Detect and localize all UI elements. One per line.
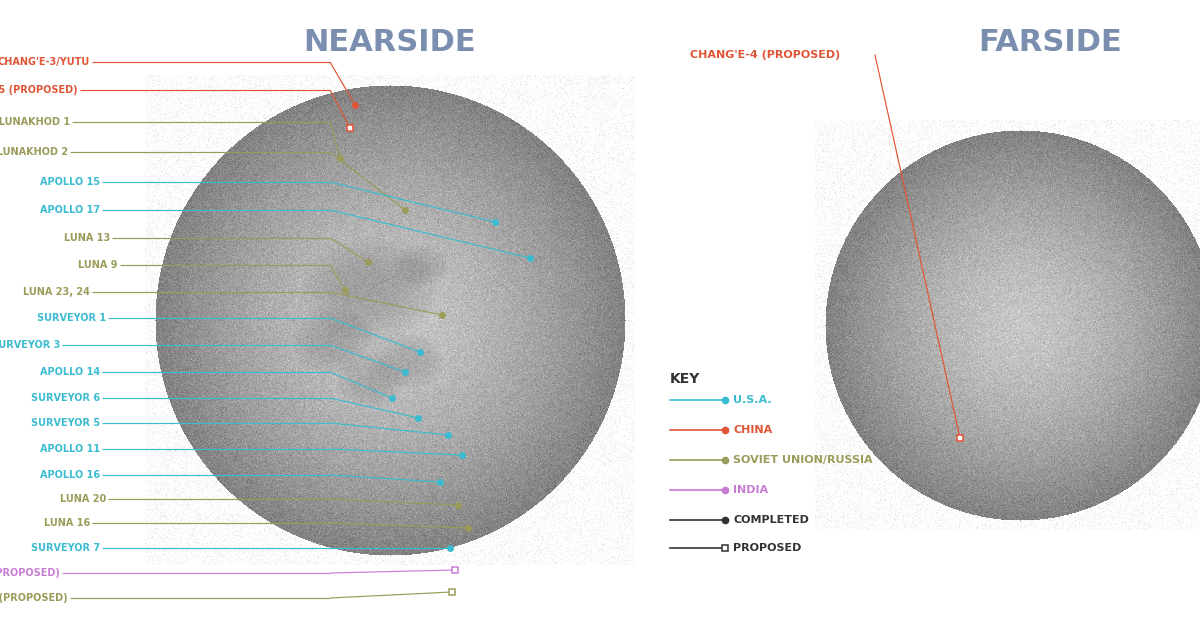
Text: INDIA: INDIA	[733, 485, 768, 495]
Text: APOLLO 14: APOLLO 14	[40, 367, 100, 377]
Text: CHANG'E-3/YUTU: CHANG'E-3/YUTU	[0, 57, 90, 67]
Text: NEARSIDE: NEARSIDE	[304, 28, 476, 57]
Text: APOLLO 12, SURVEYOR 3: APOLLO 12, SURVEYOR 3	[0, 340, 60, 350]
Text: COMPLETED: COMPLETED	[733, 515, 809, 525]
Text: LUNA 16: LUNA 16	[43, 518, 90, 528]
Text: CHANDRAYAAN 2 (PROPOSED): CHANDRAYAAN 2 (PROPOSED)	[0, 568, 60, 578]
Text: APOLLO 17: APOLLO 17	[40, 205, 100, 215]
Text: CHANG'E-5 (PROPOSED): CHANG'E-5 (PROPOSED)	[0, 85, 78, 95]
Text: KEY: KEY	[670, 372, 701, 386]
Text: CHANG'E-4 (PROPOSED): CHANG'E-4 (PROPOSED)	[690, 50, 840, 60]
Text: SURVEYOR 6: SURVEYOR 6	[31, 393, 100, 403]
Text: APOLLO 16: APOLLO 16	[40, 470, 100, 480]
Text: LUNA 25 (PROPOSED): LUNA 25 (PROPOSED)	[0, 593, 68, 603]
Text: FARSIDE: FARSIDE	[978, 28, 1122, 57]
Text: LUNA 20: LUNA 20	[60, 494, 106, 504]
Text: CHINA: CHINA	[733, 425, 773, 435]
Text: U.S.A.: U.S.A.	[733, 395, 772, 405]
Text: APOLLO 11: APOLLO 11	[40, 444, 100, 454]
Text: SURVEYOR 1: SURVEYOR 1	[37, 313, 106, 323]
Text: LUNA 17/LUNAKHOD 1: LUNA 17/LUNAKHOD 1	[0, 117, 70, 127]
Text: LUNA 23, 24: LUNA 23, 24	[23, 287, 90, 297]
Text: APOLLO 15: APOLLO 15	[40, 177, 100, 187]
Text: LUNA 9: LUNA 9	[78, 260, 118, 270]
Text: LUNA 21/LUNAKHOD 2: LUNA 21/LUNAKHOD 2	[0, 147, 68, 157]
Text: SURVEYOR 5: SURVEYOR 5	[31, 418, 100, 428]
Text: SURVEYOR 7: SURVEYOR 7	[31, 543, 100, 553]
Text: PROPOSED: PROPOSED	[733, 543, 802, 553]
Text: LUNA 13: LUNA 13	[64, 233, 110, 243]
Text: SOVIET UNION/RUSSIA: SOVIET UNION/RUSSIA	[733, 455, 872, 465]
